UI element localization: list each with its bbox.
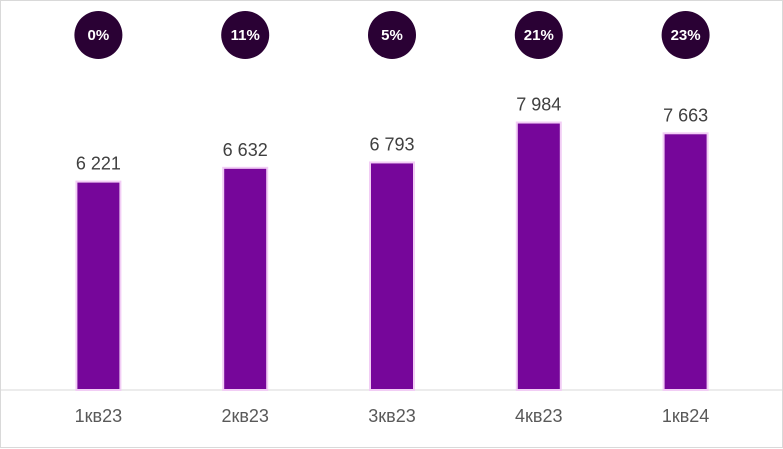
category-label-3: 3кв23	[368, 406, 415, 426]
category-label-1: 1кв23	[75, 406, 122, 426]
bar-2	[222, 166, 269, 391]
growth-badge-label-2: 11%	[231, 27, 260, 44]
growth-badge-4	[514, 11, 563, 59]
value-label-1: 6 221	[76, 154, 121, 174]
growth-badge-label-3: 5%	[381, 27, 403, 44]
growth-badge-5	[661, 11, 710, 59]
value-label-4: 7 984	[516, 95, 561, 115]
growth-badge-1	[74, 11, 123, 59]
category-label-5: 1кв24	[662, 406, 709, 426]
growth-badge-3	[368, 11, 416, 59]
value-label-3: 6 793	[369, 134, 414, 154]
bar-1	[75, 180, 122, 391]
growth-badge-label-4: 21%	[524, 27, 554, 44]
category-label-2: 2кв23	[221, 406, 268, 426]
bar-3	[369, 161, 415, 391]
bar-5	[662, 132, 709, 392]
category-label-4: 4кв23	[515, 406, 562, 426]
growth-badge-2	[221, 11, 270, 59]
value-label-5: 7 663	[663, 105, 708, 125]
bar-4	[515, 121, 562, 391]
growth-badge-label-1: 0%	[88, 27, 110, 44]
value-label-2: 6 632	[223, 140, 268, 160]
growth-badge-label-5: 23%	[671, 27, 701, 44]
